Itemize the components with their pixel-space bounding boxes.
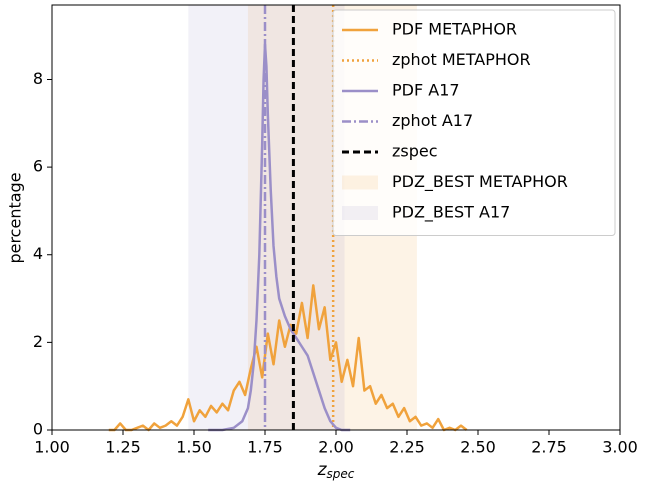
x-tick-label: 1.50 [176,438,212,457]
legend-label: zphot A17 [392,111,473,130]
y-axis-label: percentage [6,172,25,263]
legend-swatch [342,175,378,190]
y-tick-label: 2 [33,332,43,351]
x-label-sub: spec [327,467,355,481]
pdf-line [208,43,351,432]
legend-swatch [342,206,378,220]
x-label-main: z [317,460,328,480]
x-tick-label: 2.50 [460,438,496,457]
x-tick-label: 1.25 [105,438,141,457]
legend-label: zspec [392,142,438,161]
y-tick-label: 8 [33,69,43,88]
pdf-line [108,284,468,432]
x-axis-label: zspec [317,460,355,481]
x-tick-label: 1.00 [34,438,70,457]
x-tick-label: 1.75 [247,438,283,457]
y-tick-label: 6 [33,157,43,176]
legend-box [332,9,616,236]
legend-label: PDZ_BEST METAPHOR [392,172,568,192]
legend-label: PDF A17 [392,81,460,100]
x-tick-label: 2.00 [318,438,354,457]
x-tick-label: 2.25 [389,438,425,457]
y-tick-label: 4 [33,244,43,263]
y-tick-label: 0 [33,420,43,439]
legend: PDF METAPHOR zphot METAPHOR PDF A17 zphot A… [332,9,616,236]
legend-label: zphot METAPHOR [392,50,531,69]
legend-label: PDF METAPHOR [392,20,517,39]
x-tick-label: 2.75 [531,438,567,457]
legend-label: PDZ_BEST A17 [392,203,510,223]
x-tick-label: 3.00 [602,438,638,457]
